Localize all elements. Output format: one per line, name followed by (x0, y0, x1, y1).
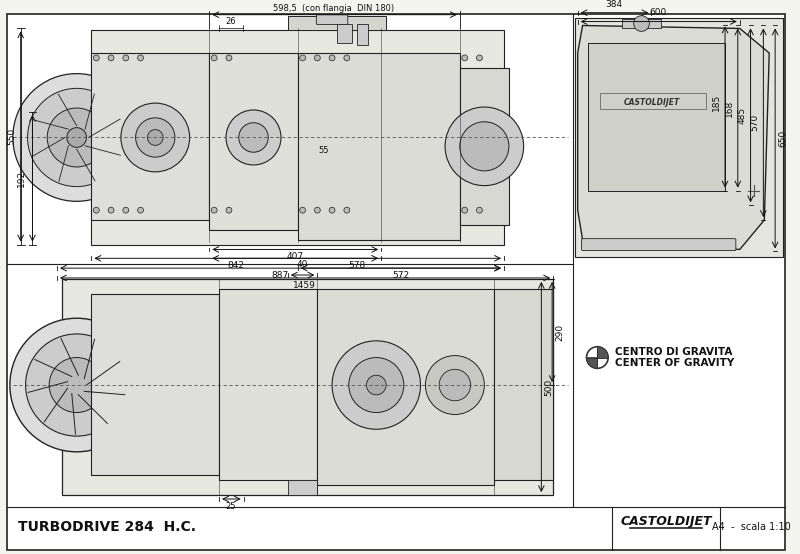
Circle shape (238, 123, 268, 152)
Circle shape (634, 16, 650, 32)
Text: TURBODRIVE 284  H.C.: TURBODRIVE 284 H.C. (18, 520, 196, 535)
Circle shape (136, 118, 175, 157)
Circle shape (47, 108, 106, 167)
Bar (600, 93, 706, 109)
Circle shape (94, 207, 99, 213)
Text: 192: 192 (17, 170, 26, 187)
Circle shape (108, 55, 114, 61)
Bar (62, 279, 553, 495)
Bar (298, 53, 460, 240)
Text: 570: 570 (750, 114, 759, 131)
Circle shape (314, 207, 320, 213)
Bar (210, 53, 298, 230)
Wedge shape (598, 347, 608, 357)
Bar (494, 289, 553, 480)
Circle shape (108, 207, 114, 213)
Text: 55: 55 (318, 146, 329, 155)
Bar (357, 23, 369, 45)
Text: 550: 550 (7, 128, 16, 145)
Circle shape (26, 334, 128, 436)
Circle shape (138, 207, 143, 213)
Bar (337, 23, 352, 43)
Text: 290: 290 (555, 324, 564, 341)
Text: CENTER OF GRAVITY: CENTER OF GRAVITY (615, 358, 734, 368)
Circle shape (13, 74, 141, 201)
Text: 572: 572 (392, 271, 410, 280)
Circle shape (123, 207, 129, 213)
Text: 185: 185 (712, 94, 721, 111)
Circle shape (329, 55, 335, 61)
Circle shape (138, 55, 143, 61)
FancyBboxPatch shape (316, 15, 348, 24)
Bar (91, 53, 210, 220)
Circle shape (477, 207, 482, 213)
Text: CASTOLDIJET: CASTOLDIJET (623, 98, 679, 106)
Circle shape (426, 356, 484, 414)
Circle shape (366, 375, 386, 395)
Bar (622, 19, 661, 28)
Circle shape (49, 357, 104, 413)
Text: 25: 25 (226, 502, 236, 511)
Circle shape (329, 207, 335, 213)
Circle shape (344, 207, 350, 213)
Polygon shape (578, 25, 770, 249)
Text: 26: 26 (226, 18, 236, 27)
Circle shape (147, 130, 163, 145)
Bar (288, 480, 318, 495)
Circle shape (460, 122, 509, 171)
Circle shape (344, 55, 350, 61)
Text: 40: 40 (297, 260, 308, 269)
Circle shape (10, 318, 143, 452)
Circle shape (121, 103, 190, 172)
Text: A4  -  scala 1:10: A4 - scala 1:10 (712, 522, 791, 532)
Text: CENTRO DI GRAVITA: CENTRO DI GRAVITA (615, 347, 732, 357)
Circle shape (118, 348, 193, 422)
Circle shape (226, 110, 281, 165)
Text: 650: 650 (778, 130, 787, 147)
Bar (460, 68, 509, 225)
Circle shape (211, 55, 217, 61)
Circle shape (300, 55, 306, 61)
Text: 407: 407 (286, 253, 303, 261)
Circle shape (67, 127, 86, 147)
Text: 887: 887 (271, 271, 289, 280)
Text: 384: 384 (606, 0, 622, 9)
Circle shape (332, 341, 421, 429)
Bar (574, 18, 783, 257)
Text: 842: 842 (227, 261, 244, 270)
Circle shape (134, 363, 177, 407)
Bar (91, 294, 219, 475)
Circle shape (462, 55, 468, 61)
Circle shape (123, 55, 129, 61)
Circle shape (94, 55, 99, 61)
Text: 485: 485 (738, 107, 746, 125)
Circle shape (314, 55, 320, 61)
Bar (587, 43, 725, 191)
Text: 168: 168 (725, 99, 734, 117)
Circle shape (27, 88, 126, 187)
Circle shape (586, 347, 608, 368)
Text: 1459: 1459 (293, 281, 316, 290)
Circle shape (439, 370, 470, 401)
Circle shape (300, 207, 306, 213)
Circle shape (226, 207, 232, 213)
Bar (288, 16, 386, 30)
Text: 600: 600 (650, 8, 667, 17)
Bar (318, 289, 494, 485)
Bar (219, 289, 318, 480)
Circle shape (211, 207, 217, 213)
Circle shape (462, 207, 468, 213)
Wedge shape (586, 357, 598, 368)
Circle shape (226, 55, 232, 61)
Text: 500: 500 (544, 378, 554, 396)
Text: CASTOLDIJET: CASTOLDIJET (620, 515, 712, 528)
FancyBboxPatch shape (582, 239, 736, 250)
Circle shape (477, 55, 482, 61)
Bar (91, 30, 504, 244)
Text: 578: 578 (348, 261, 366, 270)
Circle shape (349, 357, 404, 413)
Text: 598,5  (con flangia  DIN 180): 598,5 (con flangia DIN 180) (274, 4, 394, 13)
Circle shape (445, 107, 524, 186)
